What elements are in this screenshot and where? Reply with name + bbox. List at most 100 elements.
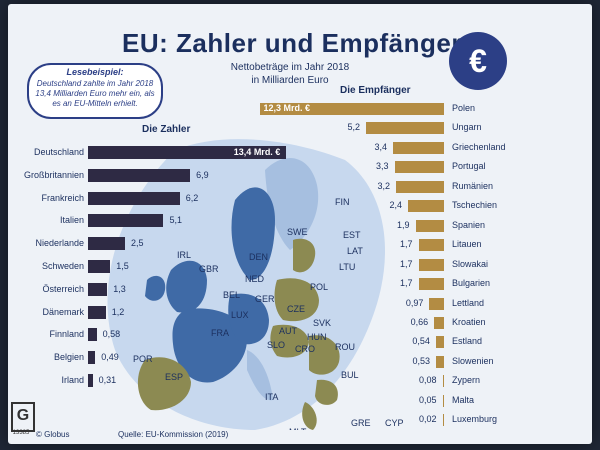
payer-country-label: Großbritannien — [23, 169, 84, 180]
map-country-code: GER — [255, 294, 275, 304]
chart-title: EU: Zahler und Empfänger — [122, 28, 462, 58]
payer-value-label: 1,2 — [111, 306, 125, 317]
payer-value-label: 6,9 — [196, 169, 209, 180]
map-labels: FIN SWE EST LAT LTU DEN IRL GBR NED POL BEL GER LUX C… — [133, 197, 404, 430]
payer-country-label: Schweden — [41, 261, 84, 271]
eu-logo — [449, 32, 507, 90]
recipient-country-label: Polen — [452, 103, 476, 113]
map-country-code: EST — [343, 230, 361, 240]
recipient-value-label: 5,2 — [347, 122, 360, 133]
map-country-code: FRA — [211, 328, 229, 338]
recipient-value-label: 0,08 — [418, 375, 437, 386]
chart-subtitle-line2: in Milliarden Euro — [251, 75, 329, 86]
payer-bar — [88, 191, 180, 205]
recipient-bar — [429, 297, 444, 310]
payer-bar — [88, 260, 111, 273]
payer-value-label: 1,3 — [113, 283, 126, 294]
map-country-code: ITA — [265, 392, 278, 402]
recipient-country-label: Lettland — [452, 297, 485, 308]
recipient-country-label: Tschechien — [452, 200, 498, 211]
recipient-value-label: 12,3 Mrd. € — [263, 103, 311, 113]
recipient-value-label: 0,02 — [418, 414, 437, 425]
reading-example-heading: Lesebeispiel: — [66, 67, 124, 77]
payer-countries — [145, 158, 319, 401]
map-country-code: BEL — [223, 290, 240, 300]
recipient-bar — [418, 258, 444, 271]
map-country-code: ESP — [165, 372, 183, 382]
recipient-country-label: Zypern — [452, 375, 481, 386]
recipient-country-label: Ungarn — [452, 122, 482, 133]
recipient-country-label: Malta — [452, 394, 475, 405]
recipient-country-label: Kroatien — [452, 316, 486, 327]
payer-country-label: Niederlande — [35, 238, 84, 249]
europe-map: FIN SWE EST LAT LTU DEN IRL GBR NED POL BEL GER LUX C… — [107, 139, 404, 430]
recipient-value-label: 0,97 — [405, 297, 424, 308]
recipient-bar — [396, 180, 444, 193]
payer-bar — [88, 237, 125, 251]
recipient-bar — [366, 122, 444, 135]
recipient-country-label: Estland — [452, 336, 483, 347]
reading-example-line-2: 13,4 Milliarden Euro mehr ein, als — [35, 89, 155, 98]
payer-country-label: Italien — [59, 215, 84, 226]
czech-slovakia-hungary-shape — [270, 324, 309, 358]
reading-example-line-1: Deutschland zahlte im Jahr 2018 — [36, 79, 154, 88]
britain-shape — [166, 260, 207, 313]
recipient-bar — [418, 239, 444, 252]
globus-mark: G — [11, 402, 35, 432]
recipient-value-label: 3,4 — [374, 141, 387, 152]
recipient-country-label: Portugal — [452, 161, 486, 172]
sweden-shape — [231, 187, 275, 280]
payer-value-label: 0,31 — [98, 375, 117, 385]
payer-country-label: Dänemark — [42, 306, 84, 317]
reading-example-line-3: es an EU-Mitteln erhielt. — [52, 99, 138, 108]
map-country-code: GBR — [199, 264, 219, 274]
recipient-bar — [435, 336, 444, 349]
recipient-countries — [137, 238, 340, 430]
map-country-code: FIN — [335, 197, 350, 207]
recipient-value-label: 0,66 — [410, 316, 429, 327]
france-shape — [172, 308, 247, 383]
source-label: Quelle: EU-Kommission (2019) — [118, 430, 229, 439]
germany-shape — [228, 293, 269, 345]
reading-example-bubble — [27, 63, 163, 119]
finland-shape — [265, 158, 319, 250]
bulgaria-shape — [315, 379, 338, 405]
map-country-code: ROU — [335, 342, 355, 352]
payer-country-label: Deutschland — [33, 147, 84, 157]
recipient-bar — [442, 375, 444, 388]
map-country-code: LUX — [231, 310, 249, 320]
map-country-code: POL — [310, 282, 328, 292]
recipient-value-label: 1,7 — [399, 239, 413, 250]
payer-value-label: 2,5 — [131, 238, 144, 249]
payer-bar — [88, 282, 108, 296]
payer-bar — [88, 374, 93, 387]
map-country-code: CZE — [287, 304, 305, 314]
recipient-bar — [415, 219, 444, 232]
ireland-shape — [145, 275, 166, 301]
publisher-label: © Globus — [36, 430, 70, 439]
payer-bar — [88, 168, 191, 182]
recipient-country-label: Griechenland — [452, 141, 506, 152]
map-country-code: BUL — [341, 370, 359, 380]
payer-country-label: Österreich — [42, 283, 84, 294]
map-country-code: CYP — [385, 418, 404, 428]
payer-value-label: 5,1 — [169, 215, 182, 226]
recipient-country-label: Rumänien — [452, 180, 494, 191]
map-country-code: SLO — [267, 340, 285, 350]
chart-subtitle-line1: Nettobeträge im Jahr 2018 — [230, 62, 350, 73]
iberia-shape — [137, 357, 191, 411]
recipient-value-label: 3,2 — [377, 180, 390, 191]
baltic-shape — [293, 238, 316, 273]
recipient-value-label: 1,7 — [399, 258, 413, 269]
payer-country-label: Irland — [61, 375, 84, 385]
recipient-country-label: Slowakai — [452, 258, 489, 269]
italy-shape — [247, 350, 273, 401]
recipient-value-label: 0,53 — [412, 355, 431, 366]
recipient-bar — [418, 278, 444, 291]
recipient-bar — [436, 355, 444, 368]
map-country-code: HUN — [307, 332, 327, 342]
recipient-country-label: Luxemburg — [452, 414, 498, 425]
payer-bar — [88, 351, 96, 365]
recipient-value-label: 1,9 — [396, 219, 410, 230]
payer-bar — [88, 214, 164, 228]
